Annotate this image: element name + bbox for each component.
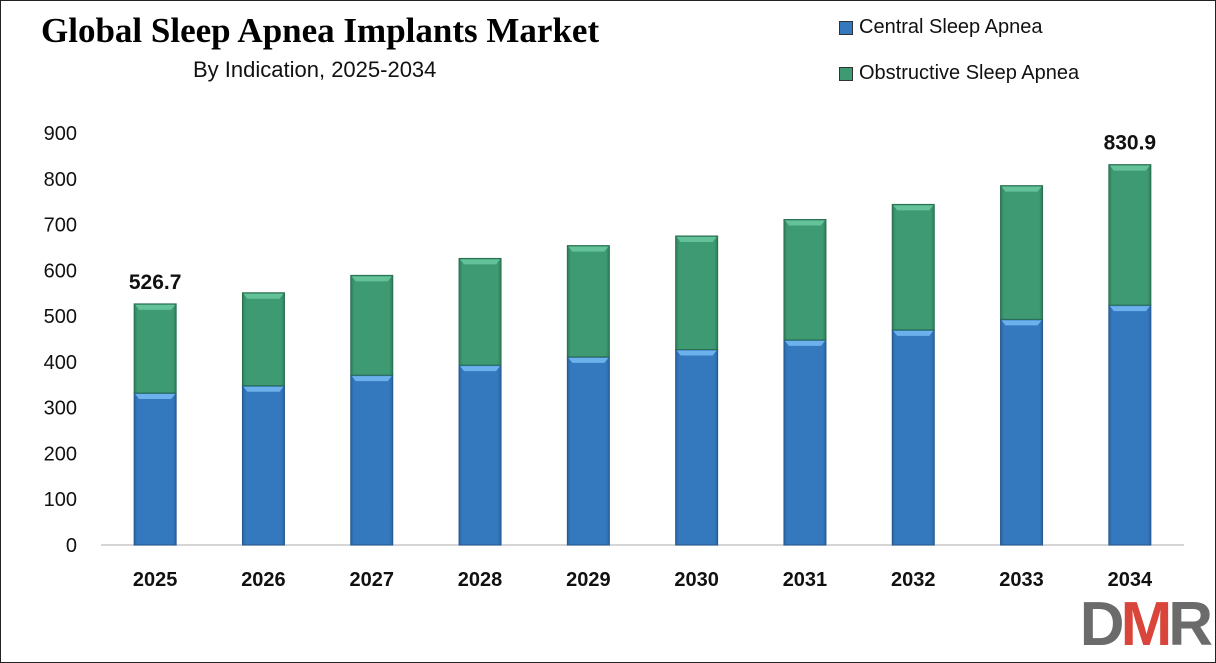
data-label-2034: 830.9 (1104, 132, 1157, 155)
x-tick-label: 2027 (350, 569, 395, 591)
data-label-2025: 526.7 (129, 271, 182, 294)
x-tick-label: 2034 (1108, 569, 1153, 591)
bar-bevel (243, 293, 284, 299)
legend-label-obstructive: Obstructive Sleep Apnea (859, 62, 1080, 84)
x-tick-label: 2025 (133, 569, 178, 591)
bar-obstructive-2026 (241, 292, 285, 387)
bar-bevel (135, 304, 176, 310)
data-labels: 526.7 830.9 (129, 132, 1156, 294)
x-tick-label: 2030 (674, 569, 719, 591)
bar-obstructive-2029 (566, 245, 610, 358)
bar-bevel (460, 259, 501, 265)
x-tick-label: 2026 (241, 569, 286, 591)
chart-subtitle: By Indication, 2025-2034 (193, 57, 437, 82)
bar-bevel (243, 386, 284, 392)
legend-swatch-obstructive (839, 66, 853, 81)
bar-central-2034 (1108, 304, 1152, 546)
bar-central-2029 (566, 356, 610, 546)
bar-bevel (135, 394, 176, 400)
bar-central-2032 (891, 329, 935, 546)
y-tick-label: 100 (44, 489, 77, 511)
bar-obstructive-2032 (891, 203, 935, 331)
bar-bevel (568, 357, 609, 363)
bar-central-2027 (350, 374, 394, 546)
y-tick-label: 800 (44, 169, 77, 191)
bar-central-2030 (675, 349, 719, 546)
bar-bevel (351, 376, 392, 382)
bar-bevel (1109, 165, 1150, 171)
x-axis: 2025 2026 2027 2028 2029 2030 2031 2032 2033 2034 (133, 569, 1153, 591)
legend-item-central: Central Sleep Apnea (839, 16, 1042, 39)
bar-bevel (1109, 306, 1150, 312)
x-tick-label: 2031 (783, 569, 828, 591)
bar-bevel (568, 246, 609, 252)
y-tick-label: 300 (44, 398, 77, 420)
dmr-logo: DMR (1079, 590, 1213, 659)
bar-bevel (1001, 186, 1042, 192)
bar-obstructive-2033 (1000, 185, 1044, 320)
x-tick-label: 2032 (891, 569, 936, 591)
bar-obstructive-2034 (1108, 164, 1152, 306)
bar-obstructive-2030 (675, 235, 719, 351)
y-tick-label: 200 (44, 443, 77, 465)
legend-item-obstructive: Obstructive Sleep Apnea (839, 62, 1079, 85)
bar-central-2031 (783, 339, 827, 546)
bar-central-2026 (241, 385, 285, 546)
y-tick-label: 700 (44, 215, 77, 237)
bar-bevel (893, 330, 934, 336)
y-tick-label: 0 (66, 535, 77, 557)
bar-bevel (1001, 320, 1042, 326)
x-tick-label: 2029 (566, 569, 611, 591)
chart-title: Global Sleep Apnea Implants Market (41, 11, 600, 50)
bar-obstructive-2028 (458, 257, 502, 366)
bar-bevel (351, 276, 392, 282)
y-tick-label: 500 (44, 306, 77, 328)
legend-swatch-central (839, 20, 853, 35)
bar-obstructive-2031 (783, 219, 827, 341)
bar-central-2028 (458, 364, 502, 546)
bar-bevel (676, 237, 717, 242)
y-tick-label: 400 (44, 352, 77, 374)
bar-bevel (893, 205, 934, 211)
x-tick-label: 2028 (458, 569, 503, 591)
bar-bevel (676, 350, 717, 356)
bars (133, 164, 1152, 546)
bar-central-2033 (1000, 318, 1044, 546)
bar-obstructive-2025 (133, 303, 177, 394)
bar-bevel (460, 366, 501, 372)
bar-bevel (784, 340, 825, 346)
y-tick-label: 900 (44, 123, 77, 145)
x-tick-label: 2033 (999, 569, 1044, 591)
legend-label-central: Central Sleep Apnea (859, 16, 1043, 38)
y-tick-label: 600 (44, 260, 77, 282)
y-axis: 0 100 200 300 400 500 600 700 800 900 (44, 123, 77, 557)
bar-central-2025 (133, 392, 177, 546)
bar-obstructive-2027 (350, 274, 394, 376)
bar-bevel (784, 220, 825, 226)
